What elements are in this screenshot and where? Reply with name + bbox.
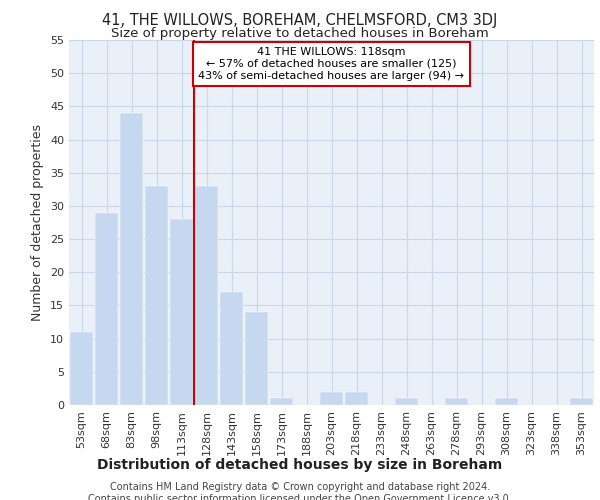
Bar (320, 392, 343, 405)
Bar (345, 392, 368, 405)
Bar (145, 186, 168, 405)
Bar (195, 186, 218, 405)
Text: 41, THE WILLOWS, BOREHAM, CHELMSFORD, CM3 3DJ: 41, THE WILLOWS, BOREHAM, CHELMSFORD, CM… (103, 12, 497, 28)
Bar (395, 398, 418, 405)
Y-axis label: Number of detached properties: Number of detached properties (31, 124, 44, 321)
Bar (120, 113, 143, 405)
Text: Distribution of detached houses by size in Boreham: Distribution of detached houses by size … (97, 458, 503, 471)
Bar (70, 332, 93, 405)
Text: Contains HM Land Registry data © Crown copyright and database right 2024.: Contains HM Land Registry data © Crown c… (110, 482, 490, 492)
Text: 41 THE WILLOWS: 118sqm
← 57% of detached houses are smaller (125)
43% of semi-de: 41 THE WILLOWS: 118sqm ← 57% of detached… (199, 48, 464, 80)
Bar (495, 398, 518, 405)
Bar (170, 219, 193, 405)
Bar (445, 398, 468, 405)
Bar (245, 312, 268, 405)
Bar (570, 398, 593, 405)
Text: Contains public sector information licensed under the Open Government Licence v3: Contains public sector information licen… (88, 494, 512, 500)
Text: Size of property relative to detached houses in Boreham: Size of property relative to detached ho… (111, 28, 489, 40)
Bar (270, 398, 293, 405)
Bar (220, 292, 243, 405)
Bar (95, 212, 118, 405)
